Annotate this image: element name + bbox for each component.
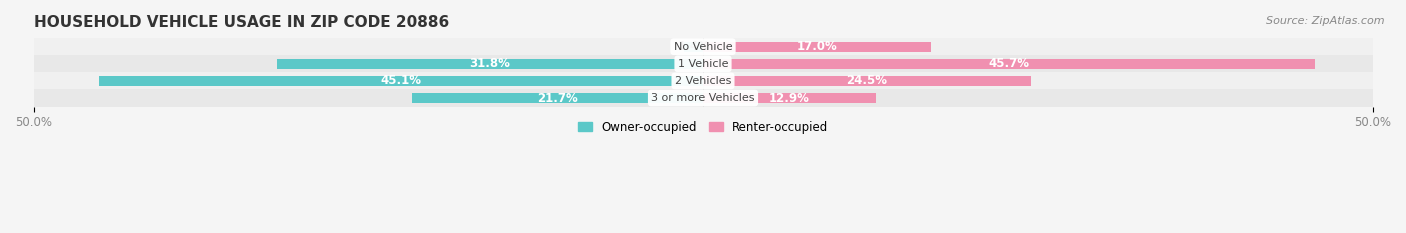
Bar: [412, 93, 703, 103]
Text: No Vehicle: No Vehicle: [673, 42, 733, 52]
Text: 31.8%: 31.8%: [470, 57, 510, 70]
Text: 12.9%: 12.9%: [769, 92, 810, 105]
Text: 2 Vehicles: 2 Vehicles: [675, 76, 731, 86]
Text: 24.5%: 24.5%: [846, 74, 887, 87]
Text: 21.7%: 21.7%: [537, 92, 578, 105]
Bar: [703, 59, 1315, 69]
Bar: [703, 41, 931, 52]
Text: HOUSEHOLD VEHICLE USAGE IN ZIP CODE 20886: HOUSEHOLD VEHICLE USAGE IN ZIP CODE 2088…: [34, 15, 449, 30]
Bar: [34, 89, 1372, 106]
Text: 45.1%: 45.1%: [381, 74, 422, 87]
Bar: [277, 59, 703, 69]
Bar: [34, 55, 1372, 72]
Bar: [34, 72, 1372, 89]
Text: 1.4%: 1.4%: [678, 40, 710, 53]
Text: 3 or more Vehicles: 3 or more Vehicles: [651, 93, 755, 103]
Text: 45.7%: 45.7%: [988, 57, 1029, 70]
Text: Source: ZipAtlas.com: Source: ZipAtlas.com: [1267, 16, 1385, 26]
Text: 1 Vehicle: 1 Vehicle: [678, 59, 728, 69]
Bar: [703, 93, 876, 103]
Bar: [703, 76, 1031, 86]
Legend: Owner-occupied, Renter-occupied: Owner-occupied, Renter-occupied: [572, 116, 834, 138]
Bar: [98, 76, 703, 86]
Bar: [685, 41, 703, 52]
Text: 17.0%: 17.0%: [796, 40, 837, 53]
Bar: [34, 38, 1372, 55]
